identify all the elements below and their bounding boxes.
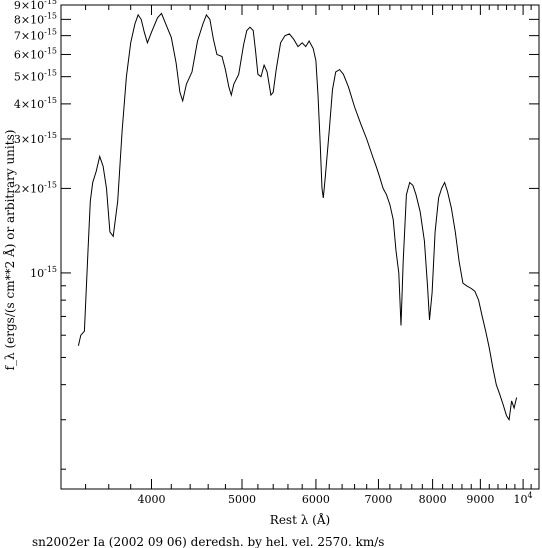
figure-caption: sn2002er Ia (2002 09 06) deredsh. by hel… <box>32 535 384 548</box>
y-tick-label: 7×10-15 <box>14 28 57 43</box>
y-tick-label: 6×10-15 <box>14 46 57 61</box>
x-tick-label: 6000 <box>302 493 330 506</box>
spectrum-series-line <box>77 12 518 422</box>
y-tick-label: 2×10-15 <box>14 180 57 195</box>
x-tick-label: 9000 <box>466 493 494 506</box>
y-tick-label: 3×10-15 <box>14 131 57 146</box>
y-tick-label: 10-15 <box>30 265 57 280</box>
plot-frame <box>60 4 540 490</box>
x-axis-ticks: 4000 5000 6000 7000 8000 9000 104 <box>85 5 533 506</box>
y-tick-label: 5×10-15 <box>14 69 57 84</box>
x-tick-label: 5000 <box>228 493 256 506</box>
y-tick-label: 4×10-15 <box>14 96 57 111</box>
x-tick-label: 8000 <box>419 493 447 506</box>
x-axis-title: Rest λ (Å) <box>270 512 330 527</box>
x-tick-label: 7000 <box>364 493 392 506</box>
x-tick-label: 4000 <box>137 493 165 506</box>
y-tick-label: 8×10-15 <box>14 11 57 26</box>
x-tick-label: 104 <box>514 491 533 506</box>
y-axis-title: f_λ (ergs/(s cm**2 Å) or arbitrary units… <box>2 130 17 371</box>
y-tick-label: 9×10-15 <box>14 0 57 12</box>
y-axis-ticks: 9×10-158×10-15 7×10-15 6×10-15 5×10-15 4×10-… <box>14 0 539 470</box>
